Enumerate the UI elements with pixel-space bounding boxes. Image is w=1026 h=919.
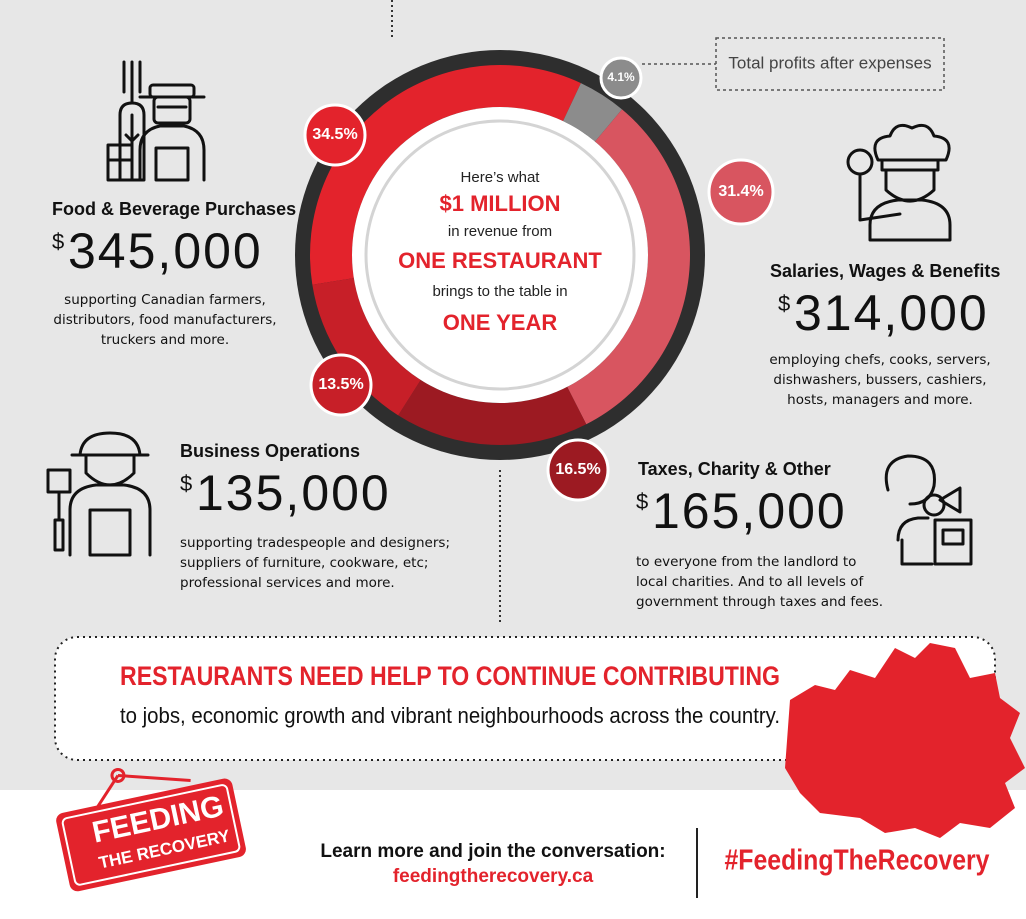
currency-symbol: $ xyxy=(636,489,648,514)
block-description: government through taxes and fees. xyxy=(636,594,883,610)
block-title: Salaries, Wages & Benefits xyxy=(770,261,1000,281)
logo-hook xyxy=(110,767,126,783)
farmer-icon xyxy=(106,60,206,182)
block-description: employing chefs, cooks, servers, xyxy=(769,352,990,368)
block-description: local charities. And to all levels of xyxy=(636,574,865,590)
center-text: $1 MILLION xyxy=(439,191,560,216)
block-description: truckers and more. xyxy=(101,332,229,348)
donut-segment xyxy=(563,83,623,142)
donut-segment xyxy=(312,278,421,416)
canada-map xyxy=(785,643,1025,838)
block-amount: 165,000 xyxy=(652,483,847,539)
block-description: supporting tradespeople and designers; xyxy=(180,535,450,551)
value-label: 4.1% xyxy=(607,70,635,84)
center-text: Here’s what xyxy=(461,169,541,186)
url[interactable]: feedingtherecovery.ca xyxy=(393,866,594,887)
value-label: 16.5% xyxy=(555,461,600,478)
currency-symbol: $ xyxy=(180,471,192,496)
value-label: 34.5% xyxy=(312,126,357,143)
value-bubble xyxy=(546,438,610,502)
block-amount: 314,000 xyxy=(794,285,989,341)
chef-icon xyxy=(846,123,952,242)
logo-sign xyxy=(56,778,246,892)
block-description: suppliers of furniture, cookware, etc; xyxy=(180,555,428,571)
value-bubble xyxy=(599,56,643,100)
currency-symbol: $ xyxy=(52,229,64,254)
block-title: Business Operations xyxy=(180,441,360,461)
value-label: 31.4% xyxy=(718,183,763,200)
painter-icon xyxy=(46,431,152,557)
block-description: dishwashers, bussers, cashiers, xyxy=(773,372,986,388)
banner-headline: RESTAURANTS NEED HELP TO CONTINUE CONTRI… xyxy=(120,661,780,691)
block-description: to everyone from the landlord to xyxy=(636,554,856,570)
donut-segment xyxy=(398,379,587,445)
block-description: supporting Canadian farmers, xyxy=(64,292,266,308)
block-description: professional services and more. xyxy=(180,575,395,591)
center-text: in revenue from xyxy=(448,223,552,240)
block-description: distributors, food manufacturers, xyxy=(53,312,276,328)
logo-string xyxy=(117,773,191,782)
block-amount: 345,000 xyxy=(68,223,263,279)
annotation: Total profits after expenses xyxy=(728,53,931,72)
value-bubble xyxy=(707,158,775,226)
cashier-icon xyxy=(884,454,973,566)
center-text: brings to the table in xyxy=(432,283,567,300)
currency-symbol: $ xyxy=(778,291,790,316)
logo-border xyxy=(61,784,241,886)
hashtag: #FeedingTheRecovery xyxy=(725,845,990,877)
banner-box xyxy=(54,636,996,761)
donut-segment xyxy=(567,109,690,425)
banner-subline: to jobs, economic growth and vibrant nei… xyxy=(120,703,780,728)
value-bubble xyxy=(309,353,373,417)
cta: Learn more and join the conversation: xyxy=(320,841,665,862)
plate-rim xyxy=(364,119,636,391)
block-description: hosts, managers and more. xyxy=(787,392,973,408)
value-bubble xyxy=(303,103,367,167)
block-amount: 135,000 xyxy=(196,465,391,521)
center-text: ONE RESTAURANT xyxy=(398,248,602,273)
center-text: ONE YEAR xyxy=(443,310,558,335)
block-title: Taxes, Charity & Other xyxy=(638,459,831,479)
block-title: Food & Beverage Purchases xyxy=(52,199,296,219)
value-label: 13.5% xyxy=(318,376,363,393)
donut-segment xyxy=(309,64,581,285)
plate xyxy=(352,107,648,403)
